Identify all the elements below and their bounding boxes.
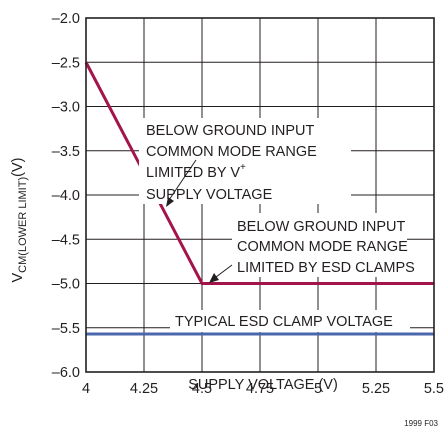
annotation-1-line-4: SUPPLY VOLTAGE	[146, 187, 273, 203]
y-tick-label: –3.5	[52, 144, 80, 160]
y-tick-labels: –2.0 –2.5 –3.0 –3.5 –4.0 –4.5 –5.0 –5.5 –6.0	[52, 11, 80, 381]
series-line-supply-limited	[84, 61, 434, 285]
x-tick-label: 5	[314, 381, 322, 397]
y-axis-title: VCM(LOWER LIMIT)(V)	[10, 158, 29, 283]
annotation-2-line-1: BELOW GROUND INPUT	[237, 219, 406, 235]
y-tick-label: –4.0	[52, 188, 80, 204]
y-tick-label: –6.0	[52, 365, 80, 381]
annotation-2-line-2: COMMON MODE RANGE	[237, 239, 408, 255]
annotation-1-superscript: +	[240, 162, 246, 173]
x-tick-label: 4.25	[130, 381, 158, 397]
y-tick-label: –2.5	[52, 55, 80, 71]
annotation-supply-voltage: BELOW GROUND INPUT COMMON MODE RANGE LIM…	[139, 118, 351, 207]
annotation-2-arrow	[209, 264, 233, 283]
y-tick-label: –2.0	[52, 11, 80, 27]
x-tick-label: 4.75	[246, 381, 274, 397]
plot-frame	[85, 17, 435, 373]
annotation-1-line-3-text: LIMITED BY V	[146, 165, 240, 181]
y-tick-label: –4.5	[52, 232, 80, 248]
annotation-esd-clamps: BELOW GROUND INPUT COMMON MODE RANGE LIM…	[209, 213, 415, 283]
x-tick-label: 5.5	[424, 381, 444, 397]
annotation-1-line-3: LIMITED BY V+	[146, 162, 246, 181]
x-tick-label: 4.5	[192, 381, 212, 397]
figure-id: 1999 F03	[404, 419, 438, 428]
x-axis-title: SUPPLY VOLTAGE (V)	[188, 377, 338, 393]
annotation-1-line-2: COMMON MODE RANGE	[146, 144, 317, 160]
x-tick-label: 4	[82, 381, 90, 397]
x-tick-label: 5.25	[362, 381, 390, 397]
y-tick-label: –3.0	[52, 100, 80, 116]
y-axis-title-subscript: CM(LOWER LIMIT)	[17, 177, 29, 273]
annotation-2-line-3: LIMITED BY ESD CLAMPS	[237, 260, 415, 276]
annotation-1-line-1: BELOW GROUND INPUT	[146, 123, 315, 139]
annotation-3-line-1: TYPICAL ESD CLAMP VOLTAGE	[175, 314, 393, 330]
annotation-typical-esd: TYPICAL ESD CLAMP VOLTAGE	[170, 310, 410, 332]
x-tick-labels: 4 4.25 4.5 4.75 5 5.25 5.5	[82, 381, 444, 397]
y-tick-label: –5.5	[52, 321, 80, 337]
annotation-1-arrow	[166, 159, 197, 207]
y-axis-title-unit: (V)	[10, 158, 26, 177]
y-tick-label: –5.0	[52, 277, 80, 293]
y-axis-title-main: V	[10, 272, 26, 282]
